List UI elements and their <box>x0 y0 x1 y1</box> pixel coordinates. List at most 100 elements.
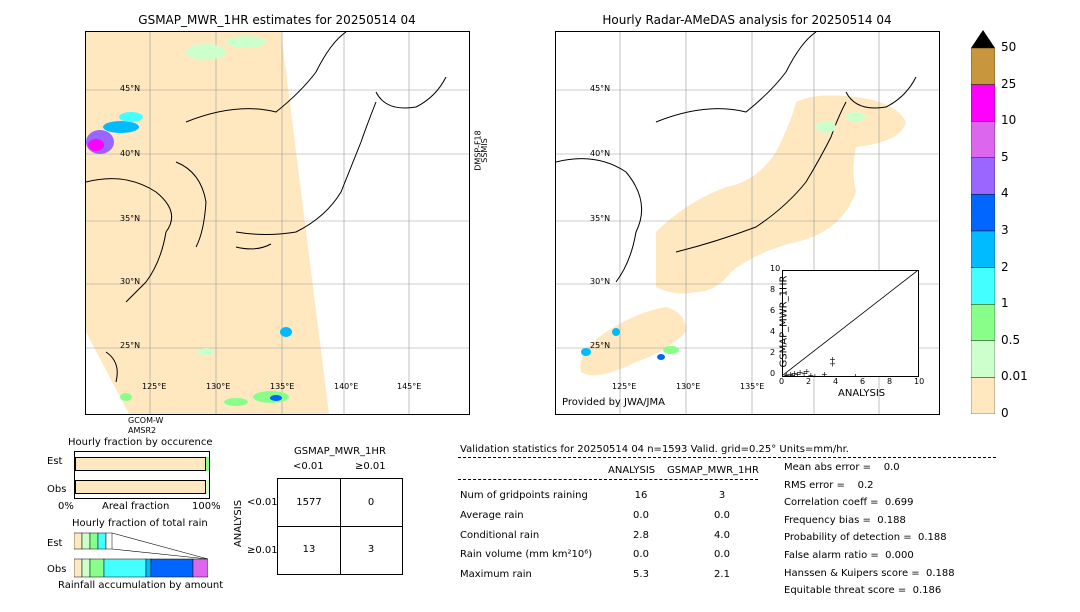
data-credit: Provided by JWA/JMA <box>562 397 665 408</box>
scatter-point: + <box>801 369 808 376</box>
validation-row-gsmap: 0.0 <box>714 509 730 521</box>
accumulation-svg <box>73 532 209 578</box>
score-line: Equitable threat score = 0.186 <box>784 585 942 597</box>
score-line: False alarm ratio = 0.000 <box>784 550 914 561</box>
right-lon-125: 125°E <box>612 382 637 391</box>
scatter-ytick: 2 <box>770 348 776 357</box>
cell-false-alarms: 0 <box>367 497 375 508</box>
colorbar-label: 25 <box>1001 76 1017 91</box>
occurrence-est-bar <box>75 457 206 471</box>
scatter-point: + <box>803 367 810 376</box>
colorbar-label: 2 <box>1001 259 1009 274</box>
contingency-row-label: ANALYSIS <box>233 499 245 548</box>
occurrence-chart <box>74 451 210 499</box>
accumulation-obs-label: Obs <box>47 564 67 575</box>
colorbar-segment <box>970 267 996 305</box>
scatter-inset: ++++++++++++++++ <box>782 270 919 381</box>
colorbar-segment <box>970 194 996 232</box>
right-lat-35: 35°N <box>590 214 611 223</box>
scatter-point: + <box>787 370 794 376</box>
scatter-ytick: 4 <box>770 327 776 336</box>
sensor-bottom-line1: GCOM-W <box>128 416 164 425</box>
validation-row-analysis: 0.0 <box>633 509 649 521</box>
validation-row-analysis: 0.0 <box>633 549 649 561</box>
colorbar-label: 10 <box>1001 113 1017 128</box>
radar-coverage-south <box>580 307 686 376</box>
validation-row-gsmap: 0.0 <box>714 549 730 561</box>
accumulation-xlabel: Rainfall accumulation by amount <box>58 580 224 591</box>
scatter-xtick: 6 <box>860 377 866 386</box>
colorbar-label: 0.5 <box>1001 332 1021 347</box>
right-lat-40: 40°N <box>590 149 611 158</box>
validation-row-analysis: 5.3 <box>633 569 649 581</box>
occurrence-obs-rain <box>206 480 209 494</box>
right-lat-45: 45°N <box>590 84 611 93</box>
colorbar-segment <box>970 157 996 195</box>
occurrence-obs-bar <box>75 480 206 494</box>
occurrence-title: Hourly fraction by occurence <box>68 437 213 448</box>
colorbar-segment <box>970 304 996 342</box>
colorbar-label: 0.01 <box>1001 369 1028 384</box>
validation-row-label: Conditional rain <box>460 529 540 541</box>
scatter-point: + <box>821 370 828 376</box>
validation-header-rule <box>458 457 996 458</box>
score-line: Hanssen & Kuipers score = 0.188 <box>784 567 955 579</box>
left-lon-135: 135°E <box>270 382 295 391</box>
colorbar-label: 50 <box>1001 40 1017 54</box>
contingency-row-0: <0.01 <box>247 497 278 508</box>
occurrence-est-label: Est <box>47 456 63 467</box>
left-map-rain-patches <box>86 36 292 406</box>
scatter-xtick: 10 <box>914 377 925 386</box>
left-map-title: GSMAP_MWR_1HR estimates for 20250514 04 <box>138 13 416 27</box>
validation-row-label: Maximum rain <box>460 569 532 581</box>
colorbar-label: 1 <box>1001 296 1009 311</box>
scatter-ylabel: GSMAP_MWR_1HR <box>778 275 790 368</box>
colorbar-label: 0 <box>1001 406 1009 420</box>
left-map: 45°N 40°N 35°N 30°N 25°N 125°E 130°E 135… <box>85 31 470 415</box>
accumulation-chart <box>73 531 209 578</box>
accumulation-est-bar <box>73 532 113 550</box>
scatter-point: + <box>829 355 836 364</box>
colorbar-segment <box>970 47 996 85</box>
score-line: Frequency bias = 0.188 <box>784 514 906 526</box>
cell-misses: 13 <box>302 544 316 555</box>
left-lat-40: 40°N <box>120 149 141 158</box>
right-lat-25: 25°N <box>590 341 611 350</box>
occurrence-x-mid: Areal fraction <box>102 501 170 512</box>
occurrence-est-rain <box>206 457 209 471</box>
left-lon-145: 145°E <box>397 382 422 391</box>
scatter-ytick: 0 <box>770 369 776 378</box>
accumulation-obs-bar <box>73 558 209 578</box>
colorbar-label: 5 <box>1001 149 1009 164</box>
score-line: Correlation coeff = 0.699 <box>784 497 914 509</box>
right-map-canvas <box>556 32 939 414</box>
occurrence-x-left: 0% <box>58 501 74 512</box>
colorbar <box>970 30 996 415</box>
accumulation-est-label: Est <box>47 538 63 549</box>
left-lon-140: 140°E <box>334 382 359 391</box>
scatter-plot: ++++++++++++++++ <box>782 270 918 381</box>
scatter-xtick: 8 <box>887 377 893 386</box>
colorbar-extend-arrow <box>971 30 995 48</box>
scatter-ytick: 6 <box>770 306 776 315</box>
scatter-point: + <box>783 371 790 376</box>
sensor-bottom-line2: AMSR2 <box>128 426 157 435</box>
sensor-right-label: DMSP-F18 SSMIS <box>470 128 494 176</box>
right-lon-135: 135°E <box>740 382 765 391</box>
scatter-ytick: 10 <box>770 264 781 273</box>
scatter-xtick: 2 <box>806 377 812 386</box>
score-line: Mean abs error = 0.0 <box>784 462 900 473</box>
colorbar-segment <box>970 377 996 415</box>
scatter-xtick: 0 <box>779 377 785 386</box>
scatter-xtick: 4 <box>833 377 839 386</box>
scatter-point: + <box>829 359 836 368</box>
contingency-col-1: ≥0.01 <box>355 461 386 472</box>
left-lat-35: 35°N <box>120 214 141 223</box>
right-map-rain-patches <box>581 112 866 360</box>
contingency-title: GSMAP_MWR_1HR <box>294 446 386 457</box>
right-map-title: Hourly Radar-AMeDAS analysis for 2025051… <box>602 13 892 27</box>
scatter-point: + <box>797 368 804 376</box>
occurrence-x-right: 100% <box>192 501 221 512</box>
scatter-point: + <box>852 372 859 376</box>
colorbar-svg <box>970 30 996 415</box>
